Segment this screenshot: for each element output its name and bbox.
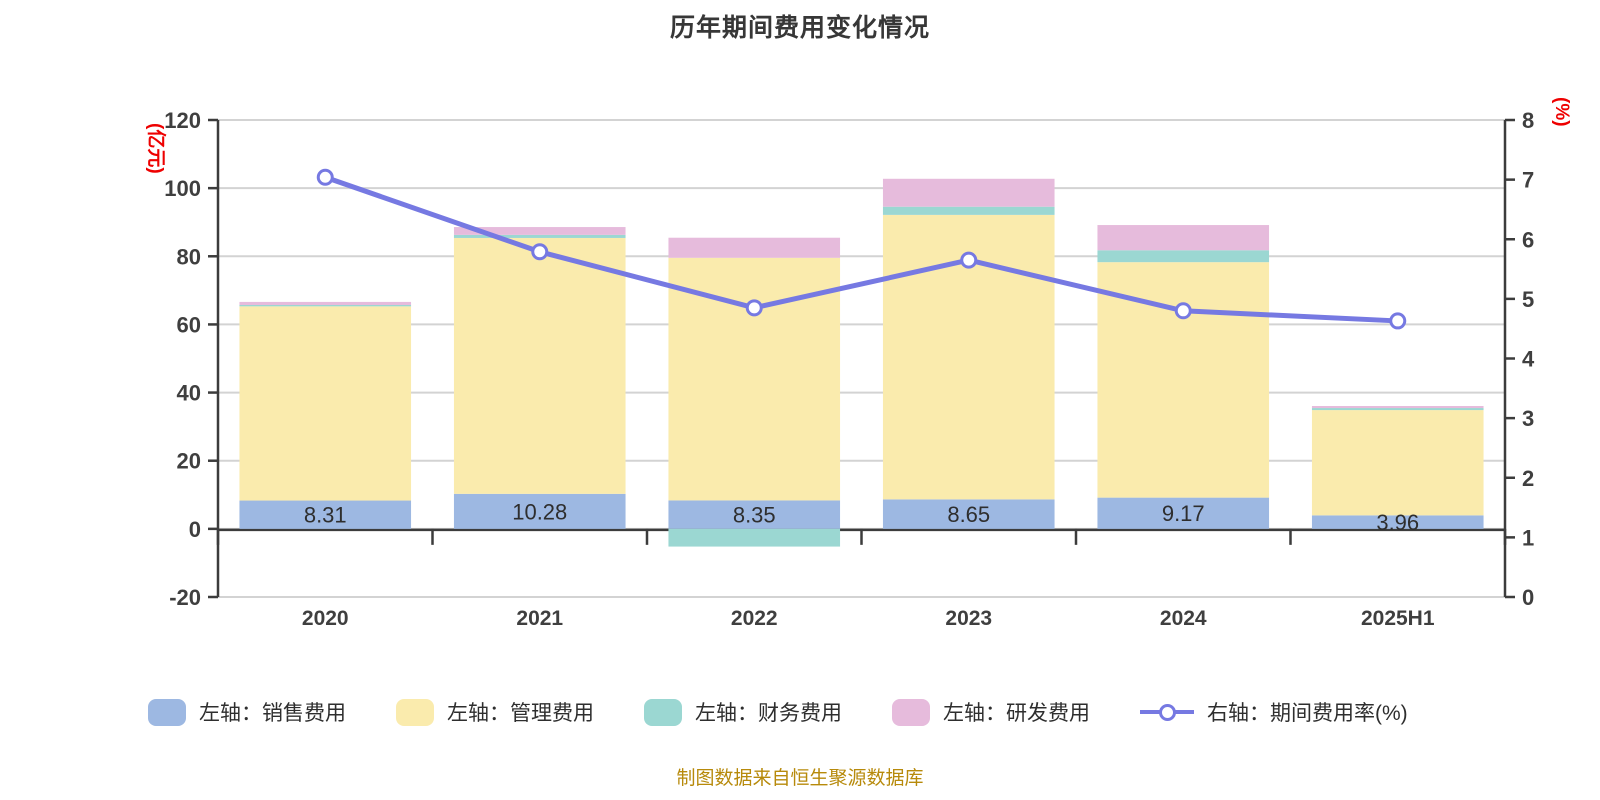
- svg-text:8: 8: [1522, 108, 1534, 133]
- svg-text:8.31: 8.31: [304, 503, 347, 528]
- svg-text:(%): (%): [1551, 97, 1572, 127]
- svg-text:2020: 2020: [302, 607, 349, 630]
- svg-text:3: 3: [1522, 406, 1534, 431]
- svg-text:80: 80: [177, 244, 201, 269]
- admin-expense-swatch-icon: [396, 698, 434, 726]
- legend-label-admin-expense: 左轴：管理费用: [447, 702, 594, 725]
- svg-text:6: 6: [1522, 227, 1534, 252]
- svg-text:60: 60: [177, 312, 201, 337]
- svg-text:2023: 2023: [945, 607, 992, 630]
- chart-legend: 左轴：销售费用 左轴：管理费用 左轴：财务费用 左轴：研发费用 右轴：期间费用率…: [148, 697, 1408, 727]
- legend-item-expense-ratio[interactable]: 右轴：期间费用率(%): [1140, 697, 1408, 727]
- svg-text:120: 120: [164, 108, 201, 133]
- sales-expense-swatch-icon: [148, 698, 186, 726]
- legend-item-finance-expense[interactable]: 左轴：财务费用: [644, 697, 842, 727]
- svg-text:8.35: 8.35: [733, 503, 776, 528]
- chart-title: 历年期间费用变化情况: [669, 14, 930, 42]
- legend-item-sales-expense[interactable]: 左轴：销售费用: [148, 697, 346, 727]
- svg-text:-20: -20: [169, 585, 201, 610]
- svg-text:2022: 2022: [731, 607, 778, 630]
- svg-text:9.17: 9.17: [1162, 501, 1205, 526]
- svg-text:(亿元): (亿元): [145, 123, 168, 174]
- rd-expense-swatch-icon: [892, 698, 930, 726]
- svg-text:100: 100: [164, 176, 201, 201]
- svg-text:2021: 2021: [516, 607, 563, 630]
- svg-text:7: 7: [1522, 168, 1534, 193]
- svg-text:10.28: 10.28: [512, 499, 567, 524]
- svg-text:0: 0: [1522, 585, 1534, 610]
- svg-text:1: 1: [1522, 525, 1534, 550]
- svg-text:40: 40: [177, 381, 201, 406]
- svg-text:5: 5: [1522, 287, 1534, 312]
- legend-label-rd-expense: 左轴：研发费用: [943, 702, 1090, 725]
- legend-label-expense-ratio: 右轴：期间费用率(%): [1207, 702, 1408, 725]
- svg-text:2: 2: [1522, 466, 1534, 491]
- legend-label-finance-expense: 左轴：财务费用: [695, 702, 842, 725]
- svg-text:0: 0: [189, 517, 201, 542]
- svg-text:3.96: 3.96: [1376, 510, 1419, 535]
- svg-text:8.65: 8.65: [947, 502, 990, 527]
- legend-item-rd-expense[interactable]: 左轴：研发费用: [892, 697, 1090, 727]
- svg-text:2025H1: 2025H1: [1361, 607, 1435, 630]
- svg-text:20: 20: [177, 449, 201, 474]
- svg-text:2024: 2024: [1160, 607, 1207, 630]
- line-series-marker-icon: [1140, 698, 1194, 726]
- legend-label-sales-expense: 左轴：销售费用: [199, 702, 346, 725]
- data-source-note: 制图数据来自恒生聚源数据库: [676, 768, 924, 789]
- finance-expense-swatch-icon: [644, 698, 682, 726]
- svg-text:4: 4: [1522, 347, 1535, 372]
- legend-item-admin-expense[interactable]: 左轴：管理费用: [396, 697, 594, 727]
